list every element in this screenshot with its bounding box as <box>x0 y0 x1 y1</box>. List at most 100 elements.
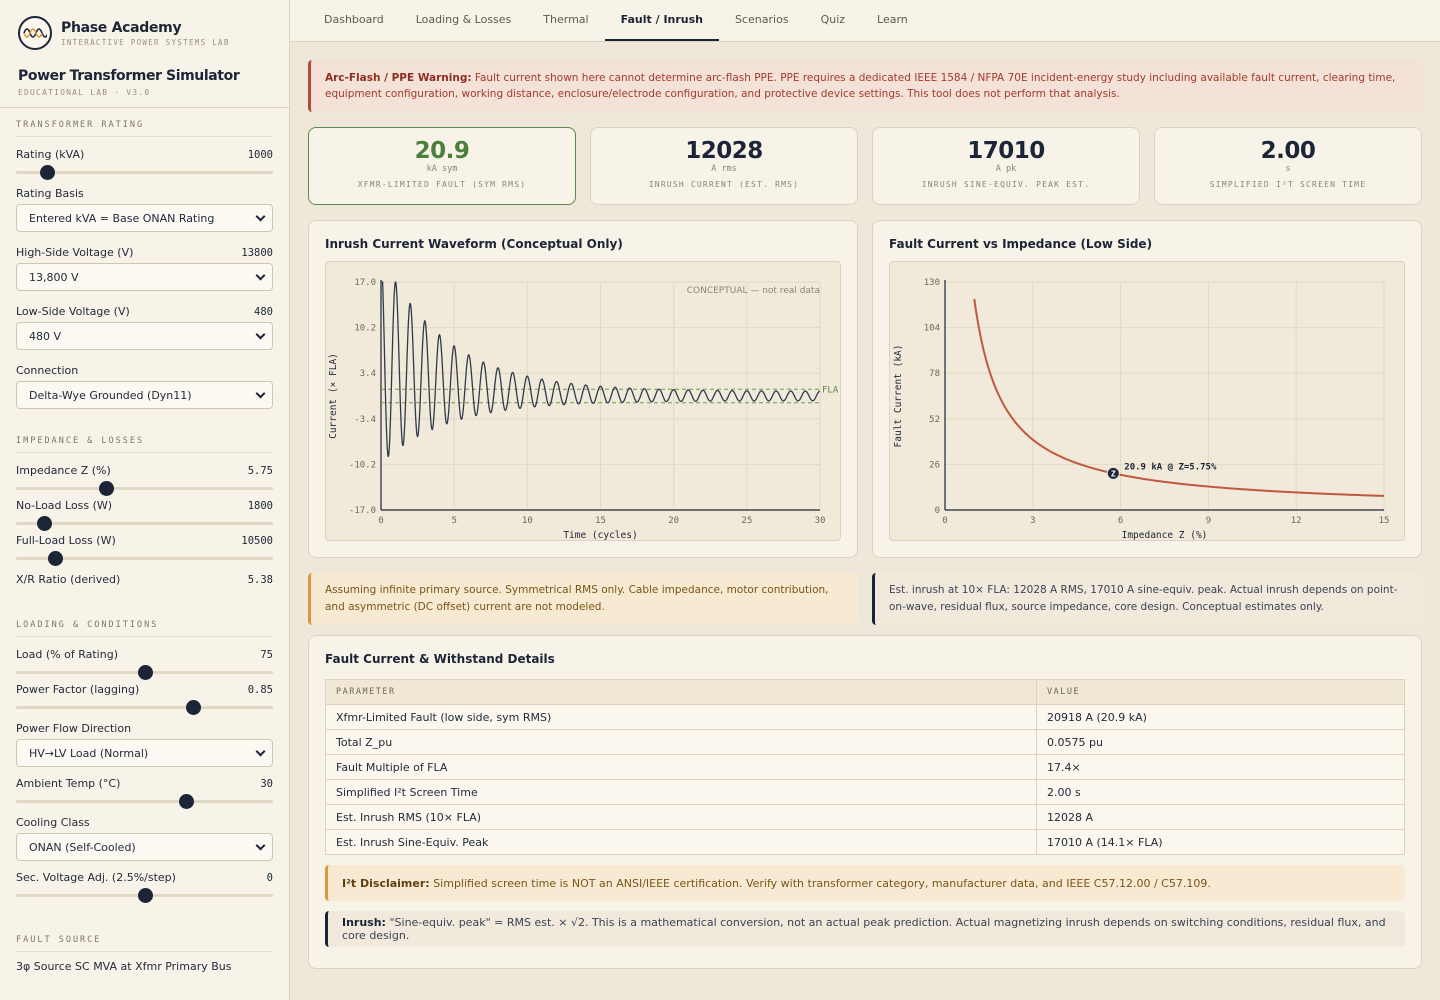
section-title: IMPEDANCE & LOSSES <box>16 424 273 453</box>
fla-label: FLA <box>822 385 839 395</box>
flow-label: Power Flow Direction <box>16 722 132 735</box>
x-tick-label: 0 <box>942 516 947 526</box>
ambient-value: 30 <box>260 777 273 790</box>
metric-value: 2.00 <box>1260 138 1316 164</box>
chart-title: Inrush Current Waveform (Conceptual Only… <box>325 237 623 251</box>
y-tick-label: 26 <box>929 460 940 470</box>
chevron-down-icon <box>255 746 266 756</box>
x-tick-label: 15 <box>595 516 606 526</box>
tap-slider[interactable] <box>16 884 273 906</box>
hv-value: 13800 <box>241 246 273 259</box>
arc-flash-warning: Arc-Flash / PPE Warning: Fault current s… <box>308 60 1422 112</box>
y-tick-label: 130 <box>924 278 940 288</box>
tab-learn[interactable]: Learn <box>877 13 908 26</box>
slider-thumb[interactable] <box>137 888 153 903</box>
hv-select[interactable]: 13,800 V <box>16 263 273 291</box>
warning-title: Arc-Flash / PPE Warning: <box>325 72 472 84</box>
noload-slider[interactable] <box>16 512 273 534</box>
y-tick-label: 104 <box>924 324 940 334</box>
conceptual-annotation: CONCEPTUAL — not real data <box>687 286 820 296</box>
cooling-select[interactable]: ONAN (Self-Cooled) <box>16 833 273 861</box>
value-cell: 12028 A <box>1036 804 1405 830</box>
metric-label: XFMR-LIMITED FAULT (SYM RMS) <box>357 180 527 189</box>
fault-chart: 130 104 78 52 26 00 3 6 9 12 15 Z 20.9 kA @ Z=5.75% I… <box>893 278 1389 541</box>
tab-loading-losses[interactable]: Loading & Losses <box>415 13 512 26</box>
tab-dashboard[interactable]: Dashboard <box>324 13 384 26</box>
charts-row: Inrush Current Waveform (Conceptual Only… <box>308 220 1422 558</box>
slider-thumb[interactable] <box>137 665 153 680</box>
details-card: Fault Current & Withstand Details PARAME… <box>308 635 1422 969</box>
fullload-slider[interactable] <box>16 547 273 569</box>
lv-label: Low-Side Voltage (V) <box>16 305 130 318</box>
i2t-disclaimer: I²t Disclaimer: Simplified screen time i… <box>325 865 1405 901</box>
value-cell: 0.0575 pu <box>1036 729 1405 755</box>
fault-note: Assuming infinite primary source. Symmet… <box>308 573 858 625</box>
tab-fault-inrush[interactable]: Fault / Inrush <box>604 0 719 41</box>
rating-basis-select[interactable]: Entered kVA = Base ONAN Rating <box>16 204 273 232</box>
lv-select[interactable]: 480 V <box>16 322 273 350</box>
y-tick-label: 78 <box>929 369 940 379</box>
z-marker-symbol: Z <box>1111 469 1116 478</box>
tab-scenarios[interactable]: Scenarios <box>735 13 789 26</box>
flow-select[interactable]: HV→LV Load (Normal) <box>16 739 273 767</box>
app-title: Power Transformer Simulator <box>18 68 240 84</box>
metric-value: 12028 <box>685 138 763 164</box>
brand-subtitle: INTERACTIVE POWER SYSTEMS LAB <box>61 37 230 47</box>
y-tick-label: -17.0 <box>349 506 376 516</box>
sidebar: Phase Academy INTERACTIVE POWER SYSTEMS … <box>0 0 290 1000</box>
load-slider[interactable] <box>16 661 273 683</box>
rating-kva-label: Rating (kVA) <box>16 148 85 161</box>
noload-label: No-Load Loss (W) <box>16 499 113 512</box>
metric-unit: A pk <box>995 164 1017 174</box>
connection-select[interactable]: Delta-Wye Grounded (Dyn11) <box>16 381 273 409</box>
fullload-value: 10500 <box>241 534 273 547</box>
y-tick-label: -3.4 <box>354 415 376 425</box>
ambient-slider[interactable] <box>16 790 273 812</box>
pf-slider[interactable] <box>16 696 273 718</box>
metric-cards: 20.9 kA sym XFMR-LIMITED FAULT (SYM RMS)… <box>308 127 1422 205</box>
loading-section: LOADING & CONDITIONS Load (% of Rating) … <box>0 608 289 906</box>
rating-basis-label: Rating Basis <box>16 187 84 200</box>
tab-quiz[interactable]: Quiz <box>820 13 846 26</box>
x-axis-label: Impedance Z (%) <box>1122 530 1208 541</box>
x-axis-label: Time (cycles) <box>563 530 637 541</box>
metric-unit: s <box>1285 164 1291 174</box>
ambient-label: Ambient Temp (°C) <box>16 777 121 790</box>
table-header-row: PARAMETER VALUE <box>325 679 1405 705</box>
fault-source-section: FAULT SOURCE 3φ Source SC MVA at Xfmr Pr… <box>0 923 289 973</box>
chevron-down-icon <box>255 270 266 280</box>
parameter-cell: Xfmr-Limited Fault (low side, sym RMS) <box>325 704 1037 730</box>
slider-thumb[interactable] <box>47 551 63 566</box>
metric-label: SIMPLIFIED I²T SCREEN TIME <box>1209 180 1367 189</box>
x-tick-label: 6 <box>1118 516 1123 526</box>
metric-card-inrush-peak: 17010 A pk INRUSH SINE-EQUIV. PEAK EST. <box>872 127 1140 205</box>
disclaimer-text: Simplified screen time is NOT an ANSI/IE… <box>433 876 1211 890</box>
section-title: LOADING & CONDITIONS <box>16 608 273 637</box>
cooling-selected: ONAN (Self-Cooled) <box>29 840 136 854</box>
wave-logo-icon <box>18 16 52 50</box>
slider-thumb[interactable] <box>178 794 194 809</box>
transformer-rating-section: TRANSFORMER RATING Rating (kVA) 1000 Rat… <box>0 108 289 409</box>
table-row: Fault Multiple of FLA 17.4× <box>325 754 1405 780</box>
cooling-label: Cooling Class <box>16 816 90 829</box>
warning-text: Fault current shown here cannot determin… <box>325 72 1396 100</box>
z-marker <box>1106 466 1120 480</box>
disclaimer-text: "Sine-equiv. peak" = RMS est. × √2. This… <box>342 916 1386 942</box>
slider-thumb[interactable] <box>98 481 114 496</box>
impedance-slider[interactable] <box>16 477 273 499</box>
inrush-waveform-line <box>381 281 821 458</box>
pf-label: Power Factor (lagging) <box>16 683 140 696</box>
x-tick-label: 0 <box>378 516 383 526</box>
source-sc-label: 3φ Source SC MVA at Xfmr Primary Bus <box>16 960 232 973</box>
parameter-cell: Est. Inrush Sine-Equiv. Peak <box>325 829 1037 855</box>
slider-thumb[interactable] <box>186 700 202 715</box>
x-tick-label: 3 <box>1030 516 1035 526</box>
chevron-down-icon <box>255 840 266 850</box>
value-cell: 17.4× <box>1036 754 1405 780</box>
slider-thumb[interactable] <box>39 165 55 180</box>
lv-selected: 480 V <box>29 329 62 343</box>
rating-kva-slider[interactable] <box>16 161 273 183</box>
tap-label: Sec. Voltage Adj. (2.5%/step) <box>16 871 176 884</box>
tab-thermal[interactable]: Thermal <box>543 13 589 26</box>
slider-thumb[interactable] <box>37 516 53 531</box>
